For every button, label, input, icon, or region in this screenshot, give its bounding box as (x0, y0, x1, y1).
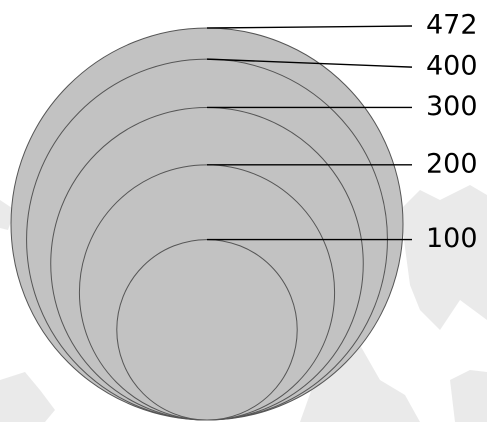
circle-100 (116, 239, 298, 421)
leader-lines-layer (206, 25, 413, 241)
value-label-400: 400 (426, 51, 478, 82)
value-label-472: 472 (426, 10, 478, 41)
leader-line-400 (206, 58, 413, 68)
value-label-300: 300 (426, 91, 478, 122)
leader-line-472 (206, 25, 413, 29)
value-label-200: 200 (426, 148, 478, 179)
value-label-100: 100 (426, 223, 478, 254)
circles-layer (10, 27, 404, 421)
value-labels-layer: 472 400 300 200 100 (426, 10, 478, 255)
